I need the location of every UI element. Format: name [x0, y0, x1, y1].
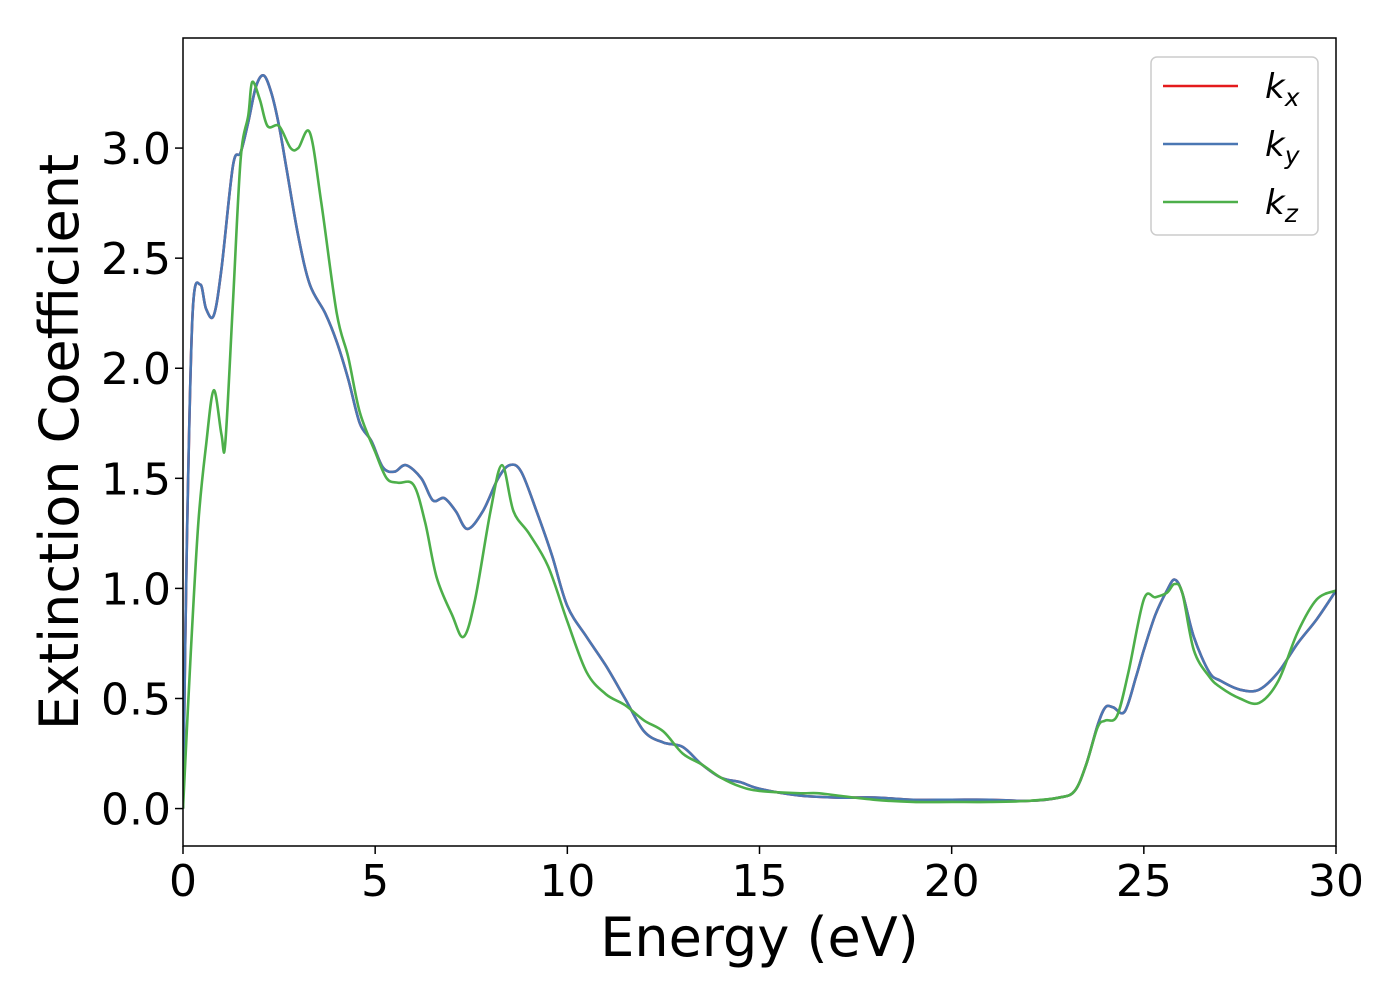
- series-layer: [183, 73, 1336, 809]
- y-tick-label: 1.5: [101, 454, 171, 505]
- legend-label-kx: kx: [1265, 67, 1300, 112]
- x-tick-label: 20: [924, 856, 980, 907]
- y-axis-ticks: 0.0 0.5 1.0 1.5 2.0 2.5 3.0: [101, 124, 183, 836]
- series-line-ky: [183, 73, 1336, 809]
- x-tick-label: 10: [539, 856, 595, 907]
- x-tick-label: 5: [361, 856, 389, 907]
- y-tick-label: 0.5: [101, 674, 171, 725]
- y-tick-label: 2.5: [101, 234, 171, 285]
- y-tick-label: 3.0: [101, 124, 171, 175]
- x-tick-label: 0: [169, 856, 197, 907]
- legend-label-kz: kz: [1265, 183, 1299, 228]
- y-tick-label: 1.0: [101, 564, 171, 615]
- x-tick-label: 25: [1116, 856, 1172, 907]
- x-axis-label: Energy (eV): [600, 906, 919, 969]
- y-tick-label: 2.0: [101, 344, 171, 395]
- legend: kx ky kz: [1150, 56, 1319, 236]
- x-tick-label: 15: [732, 856, 788, 907]
- x-tick-label: 30: [1308, 856, 1364, 907]
- y-tick-label: 0.0: [101, 785, 171, 836]
- legend-label-ky: ky: [1265, 125, 1301, 170]
- y-axis-label: Extinction Coefficient: [28, 154, 91, 730]
- legend-box: [1150, 56, 1319, 236]
- series-line-kz: [183, 80, 1336, 809]
- x-axis-ticks: 0 5 10 15 20 25 30: [169, 846, 1364, 907]
